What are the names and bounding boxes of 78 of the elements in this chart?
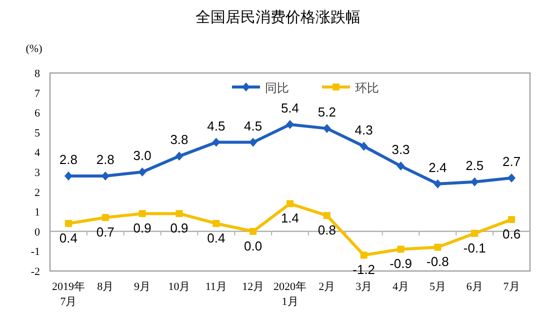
data-label: 4.3: [354, 122, 373, 138]
data-label: -0.1: [463, 240, 486, 256]
data-label: 0.4: [59, 230, 78, 246]
point: [176, 210, 183, 218]
y-tick-label: -1: [30, 246, 40, 258]
x-tick-label: 11月: [205, 281, 227, 293]
legend-label: 环比: [355, 81, 379, 95]
y-tick-label: 2: [34, 186, 40, 199]
data-label: 3.3: [392, 142, 410, 158]
y-tick-label: 6: [34, 108, 40, 120]
y-tick-label: 3: [34, 167, 40, 179]
point: [397, 246, 404, 253]
point: [323, 212, 330, 220]
chart-title: 全国居民消费价格涨跌幅: [196, 9, 360, 26]
data-label: 0.4: [207, 230, 226, 246]
point: [286, 200, 294, 208]
y-tick-label: 1: [34, 206, 40, 219]
point: [138, 210, 146, 218]
data-label: 1.4: [280, 210, 300, 226]
x-tick-label: 2月: [318, 281, 336, 293]
x-tick-label: 5月: [429, 281, 446, 293]
data-label: 2.5: [466, 158, 484, 173]
x-tick-label: 2020年 1月: [274, 281, 306, 308]
data-label: -0.9: [390, 256, 412, 272]
y-tick-label: 8: [34, 68, 40, 80]
x-tick-label: 12月: [242, 281, 264, 293]
point: [249, 138, 258, 147]
point: [508, 173, 516, 182]
x-tick-label: 10月: [168, 281, 190, 293]
point: [138, 168, 146, 176]
point: [434, 179, 442, 188]
data-label: 5.2: [318, 104, 336, 120]
data-label: 2.8: [96, 152, 114, 167]
point: [360, 252, 368, 259]
legend-label: 同比: [265, 81, 289, 95]
data-label: -0.8: [426, 254, 449, 270]
point: [175, 152, 184, 161]
data-label: 2.8: [59, 152, 78, 167]
data-label: 0.9: [170, 220, 188, 236]
x-tick-label: 6月: [466, 281, 483, 293]
y-tick-label: 7: [34, 88, 40, 100]
data-label: 2.7: [502, 154, 521, 169]
point: [434, 244, 442, 251]
data-label: 2.4: [428, 160, 447, 175]
point: [471, 230, 478, 237]
x-tick-label: 2019年 7月: [52, 281, 85, 308]
data-label: 4.5: [207, 118, 226, 134]
data-label: 0.0: [244, 238, 262, 254]
point: [64, 171, 72, 180]
y-tick-label: -2: [30, 266, 40, 278]
point: [286, 120, 294, 129]
point: [360, 142, 368, 151]
data-label: 0.6: [502, 226, 521, 242]
point: [250, 228, 257, 235]
point: [212, 220, 220, 227]
data-label: -1.2: [352, 262, 376, 278]
data-label: 4.5: [244, 118, 262, 134]
x-tick-label: 3月: [356, 281, 372, 293]
x-tick-label: 4月: [392, 281, 410, 293]
data-label: 0.9: [133, 220, 152, 236]
y-tick-label: 4: [34, 147, 40, 160]
point: [396, 162, 405, 171]
y-axis-title: (%): [26, 43, 43, 55]
data-label: 0.7: [96, 224, 114, 240]
data-label: 5.4: [280, 100, 300, 116]
data-label: 3.0: [133, 148, 152, 163]
data-label: 0.8: [318, 222, 336, 238]
x-tick-label: 9月: [134, 281, 151, 293]
y-tick-label: 0: [34, 226, 40, 238]
data-label: 3.8: [170, 132, 188, 148]
x-tick-label: 7月: [503, 281, 520, 293]
y-tick-label: 5: [34, 127, 40, 140]
point: [64, 220, 72, 227]
point: [322, 124, 331, 133]
point: [470, 177, 479, 186]
point: [102, 214, 109, 222]
point: [508, 216, 516, 224]
x-tick-label: 8月: [97, 281, 114, 293]
